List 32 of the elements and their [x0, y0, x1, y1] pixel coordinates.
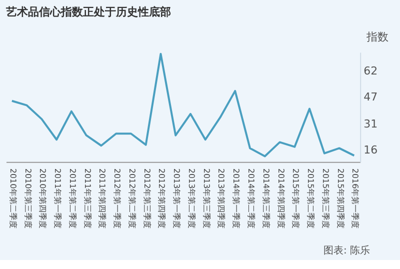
x-tick-label: 2012年第四季度: [157, 168, 166, 229]
y-tick-label: 16: [364, 143, 378, 156]
x-tick-label: 2014年第三季度: [261, 168, 270, 229]
x-tick-label: 2016年第一季度: [350, 168, 360, 229]
y-tick-label: 47: [364, 90, 378, 104]
x-tick-label: 2014年第四季度: [276, 168, 286, 229]
x-tick-label: 2011年第二季度: [68, 168, 77, 229]
x-tick-label: 2015年第四季度: [336, 168, 345, 229]
x-tick-label: 2010年第二季度: [8, 168, 18, 229]
x-tick-label: 2013年第三季度: [202, 168, 211, 229]
chart-title: 艺术品信心指数正处于历史性底部: [4, 5, 171, 18]
x-tick-label: 2011年第一季度: [53, 168, 62, 229]
x-tick-label: 2015年第三季度: [320, 168, 330, 229]
x-tick-label: 2014年第二季度: [246, 168, 256, 229]
x-tick-label: 2012年第二季度: [127, 168, 136, 229]
text: 图表: 陈乐: [324, 244, 370, 257]
x-tick-label: 2010年第四季度: [38, 168, 48, 229]
x-tick-label: 2014年第一季度: [232, 168, 241, 229]
y-tick-label: 62: [364, 64, 378, 78]
x-tick-label: 2012年第三季度: [142, 168, 152, 229]
x-tick-label: 2013年第一季度: [172, 168, 182, 229]
y-axis-title: 指数: [366, 30, 389, 44]
line-series: [10, 52, 356, 158]
x-tick-label: 2015年第二季度: [306, 168, 316, 229]
x-tick-label: 2011年第三季度: [82, 168, 92, 229]
y-tick-label: 31: [364, 118, 378, 131]
x-tick-label: 2015年第一季度: [291, 168, 300, 229]
x-tick-label: 2013年第四季度: [216, 168, 226, 229]
x-tick-label: 2011年第四季度: [98, 168, 107, 229]
x-tick-label: 2013年第二季度: [186, 168, 196, 229]
x-tick-label: 2012年第一季度: [112, 168, 122, 229]
x-tick-label: 2010年第三季度: [23, 168, 32, 229]
